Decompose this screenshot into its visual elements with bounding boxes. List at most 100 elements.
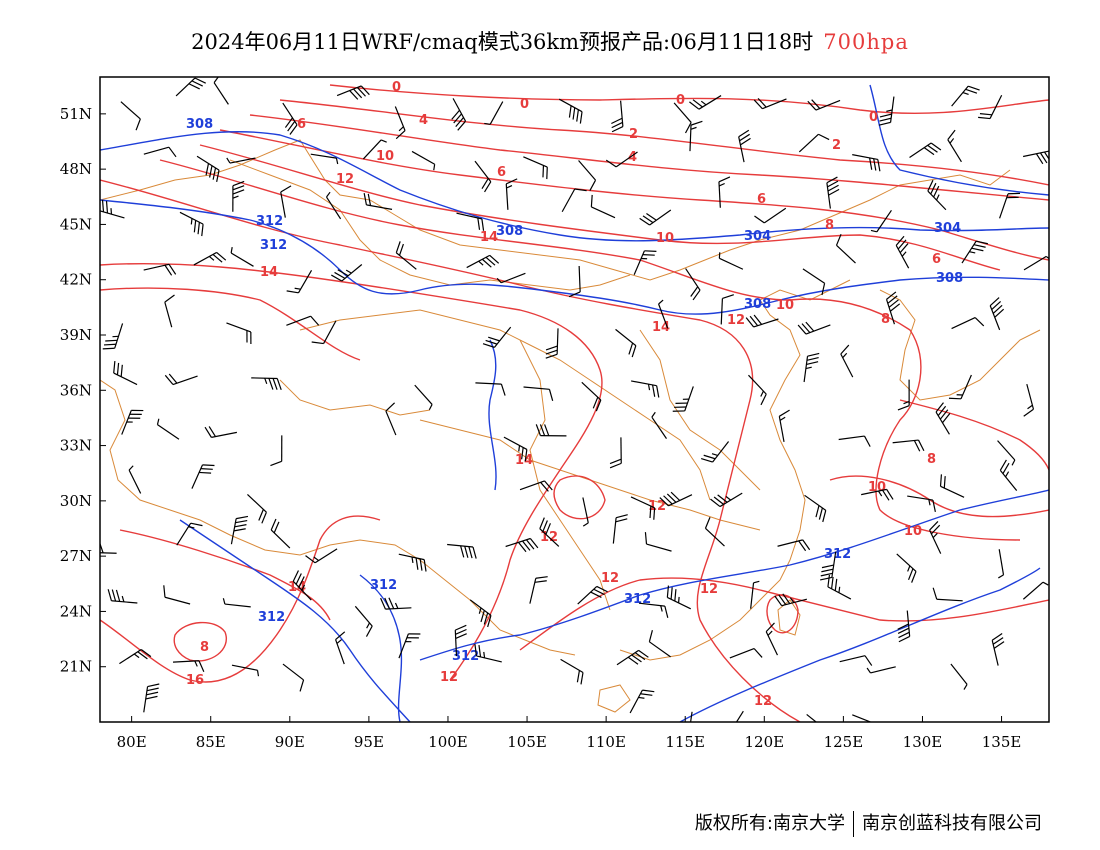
wind-barb	[156, 418, 180, 440]
height-312-south-far	[679, 567, 1041, 722]
isotherm-12-south	[519, 577, 1049, 651]
wind-barb	[605, 151, 638, 168]
wind-barb	[753, 97, 787, 110]
wind-barb	[270, 435, 283, 467]
wind-barb	[1023, 150, 1049, 165]
wind-barb	[482, 326, 512, 348]
height-label: 308	[936, 271, 963, 286]
province-line-4	[639, 329, 761, 491]
wind-barb	[961, 240, 989, 264]
lat-label: 51N	[60, 105, 92, 123]
wind-barb	[282, 102, 298, 135]
wind-barb	[689, 95, 722, 110]
wind-barb	[997, 440, 1016, 466]
lon-label: 100E	[428, 733, 468, 751]
temp-label: 12	[700, 582, 718, 597]
height-label: 312	[256, 214, 283, 229]
wind-barb	[838, 435, 871, 447]
wind-barb	[991, 633, 1005, 666]
temp-label: 12	[601, 571, 619, 586]
height-label: 312	[370, 578, 397, 593]
wind-barb	[456, 212, 485, 231]
isotherm-12-loop	[553, 475, 606, 520]
lon-label: 105E	[507, 733, 547, 751]
wind-barb	[935, 402, 951, 435]
wind-barb	[231, 664, 260, 677]
wind-barb	[947, 129, 962, 163]
height-312-southeast	[419, 489, 1049, 661]
title-main: 2024年06月11日WRF/cmaq模式36km预报产品:06月11日18时	[191, 30, 814, 54]
wind-barb	[927, 179, 947, 211]
isotherm-16	[100, 515, 381, 683]
mongolia-border	[229, 159, 631, 291]
lat-label: 48N	[60, 160, 92, 178]
wind-barb	[929, 521, 942, 554]
height-label: 312	[452, 649, 479, 664]
wind-barb	[582, 497, 589, 527]
borders-layer	[100, 139, 1041, 713]
wind-barb	[807, 99, 841, 111]
height-312-north	[100, 199, 1049, 315]
lat-label: 30N	[60, 492, 92, 510]
isotherm-12-loop2	[766, 594, 799, 634]
temp-label: 10	[776, 298, 794, 313]
wind-barb	[523, 386, 554, 402]
wind-barb	[213, 77, 229, 105]
isotherm-10	[159, 159, 1021, 541]
wind-barb	[226, 157, 256, 164]
height-labels: 308 312 312 308 304 304 308 308 312 312 …	[186, 117, 963, 664]
wind-barb	[778, 409, 790, 442]
wind-barb	[577, 585, 608, 605]
temp-label: 2	[629, 127, 638, 142]
wind-barb	[615, 328, 637, 358]
wind-barb	[629, 689, 655, 714]
wind-barb	[729, 647, 763, 659]
wind-barb	[474, 643, 502, 663]
wind-barb	[331, 264, 363, 282]
wind-barb	[666, 585, 691, 610]
wind-barb	[411, 150, 436, 171]
wind-barb	[164, 373, 198, 386]
wind-barb	[354, 605, 373, 637]
wind-barb	[648, 630, 671, 658]
map-title: 2024年06月11日WRF/cmaq模式36km预报产品:06月11日18时 7…	[0, 26, 1100, 56]
wind-barb	[909, 142, 942, 158]
wind-barb	[385, 402, 397, 436]
wind-barb	[689, 120, 703, 152]
temp-label: 10	[868, 480, 886, 495]
wind-barb	[806, 713, 818, 722]
wind-barb	[176, 522, 203, 546]
map-plot-area: 0 0 0 0 2 2 4 4 6 6 6 6 8 8 8 10 10 10 1…	[100, 77, 1049, 722]
korea-japan-coast	[879, 289, 1041, 401]
wind-barb	[398, 633, 421, 659]
wind-barb	[932, 587, 963, 602]
wind-barb	[280, 185, 292, 218]
wind-barb	[380, 597, 412, 610]
temp-label: 14	[480, 230, 498, 245]
wind-barb	[469, 599, 492, 628]
wind-barb	[175, 77, 206, 97]
wind-barb	[798, 133, 830, 153]
wind-barb	[581, 381, 602, 412]
wind-barb	[639, 209, 672, 226]
wind-barb	[196, 155, 220, 183]
wind-barb	[558, 98, 583, 124]
wind-barb	[658, 299, 669, 329]
longitude-axis: 80E 85E 90E 95E 100E 105E 110E 115E 120E 125E 130E…	[117, 716, 1021, 751]
province-line-2	[419, 419, 761, 531]
isotherm-8	[199, 144, 1001, 271]
wind-barb	[568, 265, 581, 298]
isotherm-14	[100, 262, 603, 681]
wind-barb	[907, 495, 936, 512]
temp-label: 8	[881, 312, 890, 327]
lat-label: 39N	[60, 326, 92, 344]
wind-barb	[454, 624, 467, 657]
isotherm-10-east	[829, 475, 1049, 518]
wind-barb	[672, 386, 694, 412]
wind-barb	[474, 160, 492, 193]
temp-label: 10	[904, 524, 922, 539]
lon-label: 120E	[745, 733, 785, 751]
temp-label: 10	[376, 149, 394, 164]
wind-barb	[633, 250, 657, 275]
